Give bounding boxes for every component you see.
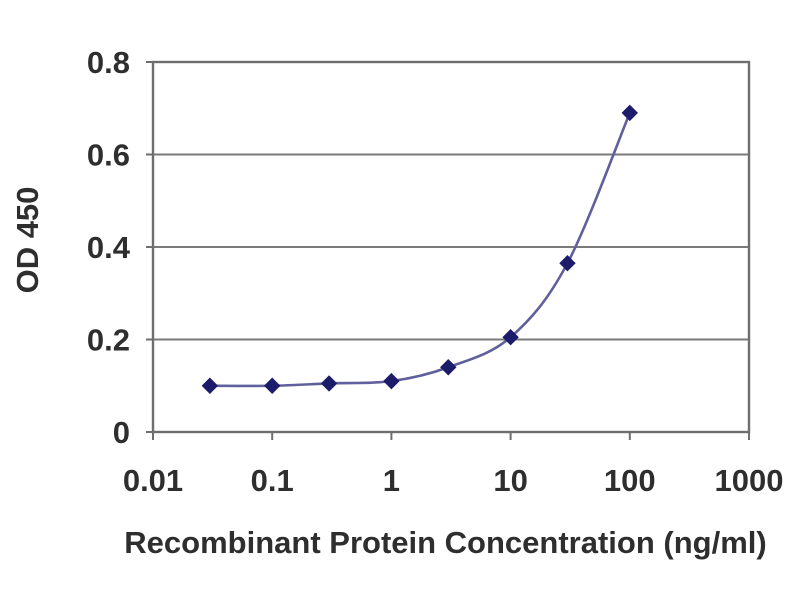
x-tick-label: 1	[383, 463, 400, 498]
data-point-marker	[263, 377, 281, 394]
data-point-marker	[320, 375, 338, 392]
x-tick-label: 10	[493, 463, 527, 498]
y-tick-label: 0	[113, 415, 130, 450]
data-point-marker	[201, 377, 219, 394]
y-tick-label: 0.6	[87, 138, 130, 173]
data-point-marker	[440, 359, 457, 376]
y-tick-label: 0.2	[87, 323, 130, 358]
data-point-marker	[502, 328, 519, 346]
x-tick-label: 100	[604, 463, 656, 498]
data-point-marker	[383, 372, 400, 390]
x-tick-label: 1000	[715, 463, 784, 498]
y-tick-label: 0.8	[87, 45, 130, 80]
y-axis-title: OD 450	[10, 187, 45, 294]
x-axis-title: Recombinant Protein Concentration (ng/ml…	[124, 525, 766, 560]
x-tick-label: 0.01	[123, 463, 183, 498]
y-tick-label: 0.4	[87, 230, 131, 265]
data-point-marker	[559, 254, 576, 272]
data-point-marker	[621, 104, 639, 122]
x-tick-label: 0.1	[251, 463, 294, 498]
